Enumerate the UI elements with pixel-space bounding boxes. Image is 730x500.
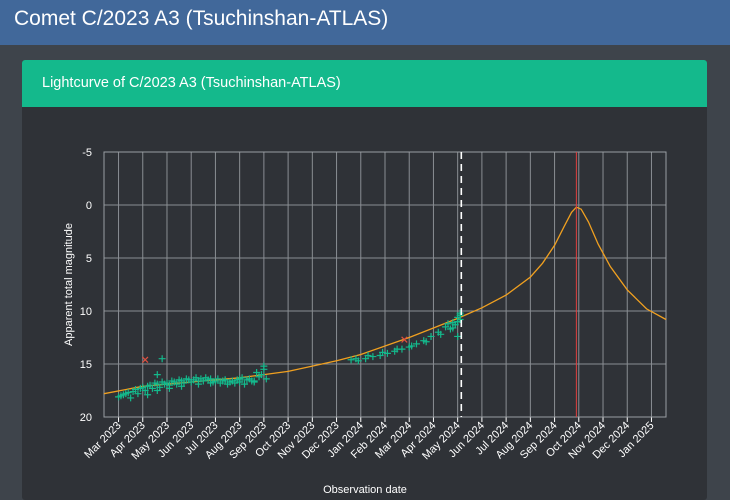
observation-point [456,315,464,323]
observation-point [194,380,202,388]
observation-point [165,384,173,392]
observation-point [383,349,391,357]
observation-point [236,375,244,383]
observation-point [134,390,142,398]
observation-point [178,382,186,390]
x-axis-title: Observation date [323,484,407,496]
observation-point [449,324,457,332]
marker-layer [460,152,577,417]
observation-point [456,309,464,317]
model-layer [103,206,667,395]
observation-point [253,368,261,376]
y-tick-label: 15 [80,359,92,371]
observation-point [260,362,268,370]
y-axis-title: Apparent total magnitude [63,223,75,346]
observation-point [153,387,161,394]
plot-border [103,151,667,418]
observation-point [131,385,139,393]
observation-point [369,353,377,361]
observation-point [422,338,430,346]
observation-point [241,380,248,388]
y-tick-label: 10 [80,306,92,318]
rejected-observation-point [141,356,149,363]
y-tick-label: 20 [80,412,92,424]
observation-point [144,391,152,399]
observation-point [412,340,420,348]
observation-point [127,394,135,402]
y-tick-label: -5 [82,147,92,159]
model-curve [103,206,667,395]
observation-layer [115,309,464,402]
rejected-observation-point [401,336,408,343]
observation-point [437,330,445,338]
observation-point [444,320,452,328]
top-bar: Comet C/2023 A3 (Tsuchinshan-ATLAS) [0,0,730,45]
observation-point [124,389,132,397]
observation-point [347,356,355,364]
observation-point [352,355,360,363]
observation-point [250,377,258,385]
observation-point [454,332,462,340]
page-title: Comet C/2023 A3 (Tsuchinshan-ATLAS) [14,7,389,30]
observation-point [408,342,416,350]
observation-point [148,384,156,392]
observation-point [214,375,222,383]
observation-point [141,387,149,394]
observation-point [158,355,166,363]
y-tick-label: 0 [86,200,92,212]
observation-point [364,352,372,360]
observation-point [207,379,215,387]
card-title: Lightcurve of C/2023 A3 (Tsuchinshan-ATL… [42,75,341,91]
observation-point [393,345,401,353]
grid-layer [103,151,667,422]
y-tick-label: 5 [86,253,92,265]
observation-point [173,380,181,388]
observation-point [257,371,265,379]
observation-point [153,371,161,379]
observation-point [427,332,435,340]
observation-point [221,376,229,384]
observation-point [379,348,387,356]
card-header: Lightcurve of C/2023 A3 (Tsuchinshan-ATL… [22,60,707,107]
lightcurve-card: Lightcurve of C/2023 A3 (Tsuchinshan-ATL… [22,60,707,500]
observation-point [262,375,270,383]
